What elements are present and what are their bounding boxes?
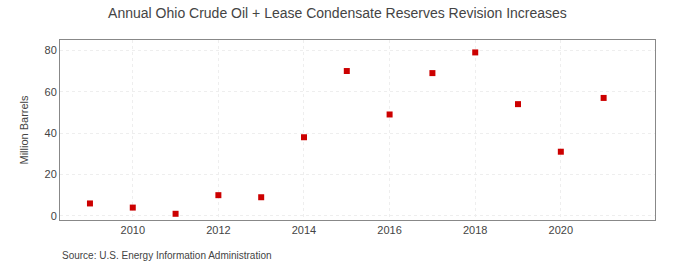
svg-text:60: 60	[45, 86, 57, 98]
svg-text:2012: 2012	[206, 224, 230, 236]
svg-text:Source: U.S. Energy Informatio: Source: U.S. Energy Information Administ…	[62, 250, 272, 261]
svg-text:2016: 2016	[377, 224, 401, 236]
svg-text:Million Barrels: Million Barrels	[18, 95, 30, 165]
svg-text:Annual Ohio Crude Oil + Lease: Annual Ohio Crude Oil + Lease Condensate…	[108, 5, 567, 21]
svg-text:2010: 2010	[121, 224, 145, 236]
svg-text:2020: 2020	[549, 224, 573, 236]
svg-text:2018: 2018	[463, 224, 487, 236]
svg-text:80: 80	[45, 44, 57, 56]
svg-text:40: 40	[45, 127, 57, 139]
svg-text:20: 20	[45, 168, 57, 180]
svg-text:0: 0	[51, 210, 57, 222]
svg-text:2014: 2014	[292, 224, 316, 236]
